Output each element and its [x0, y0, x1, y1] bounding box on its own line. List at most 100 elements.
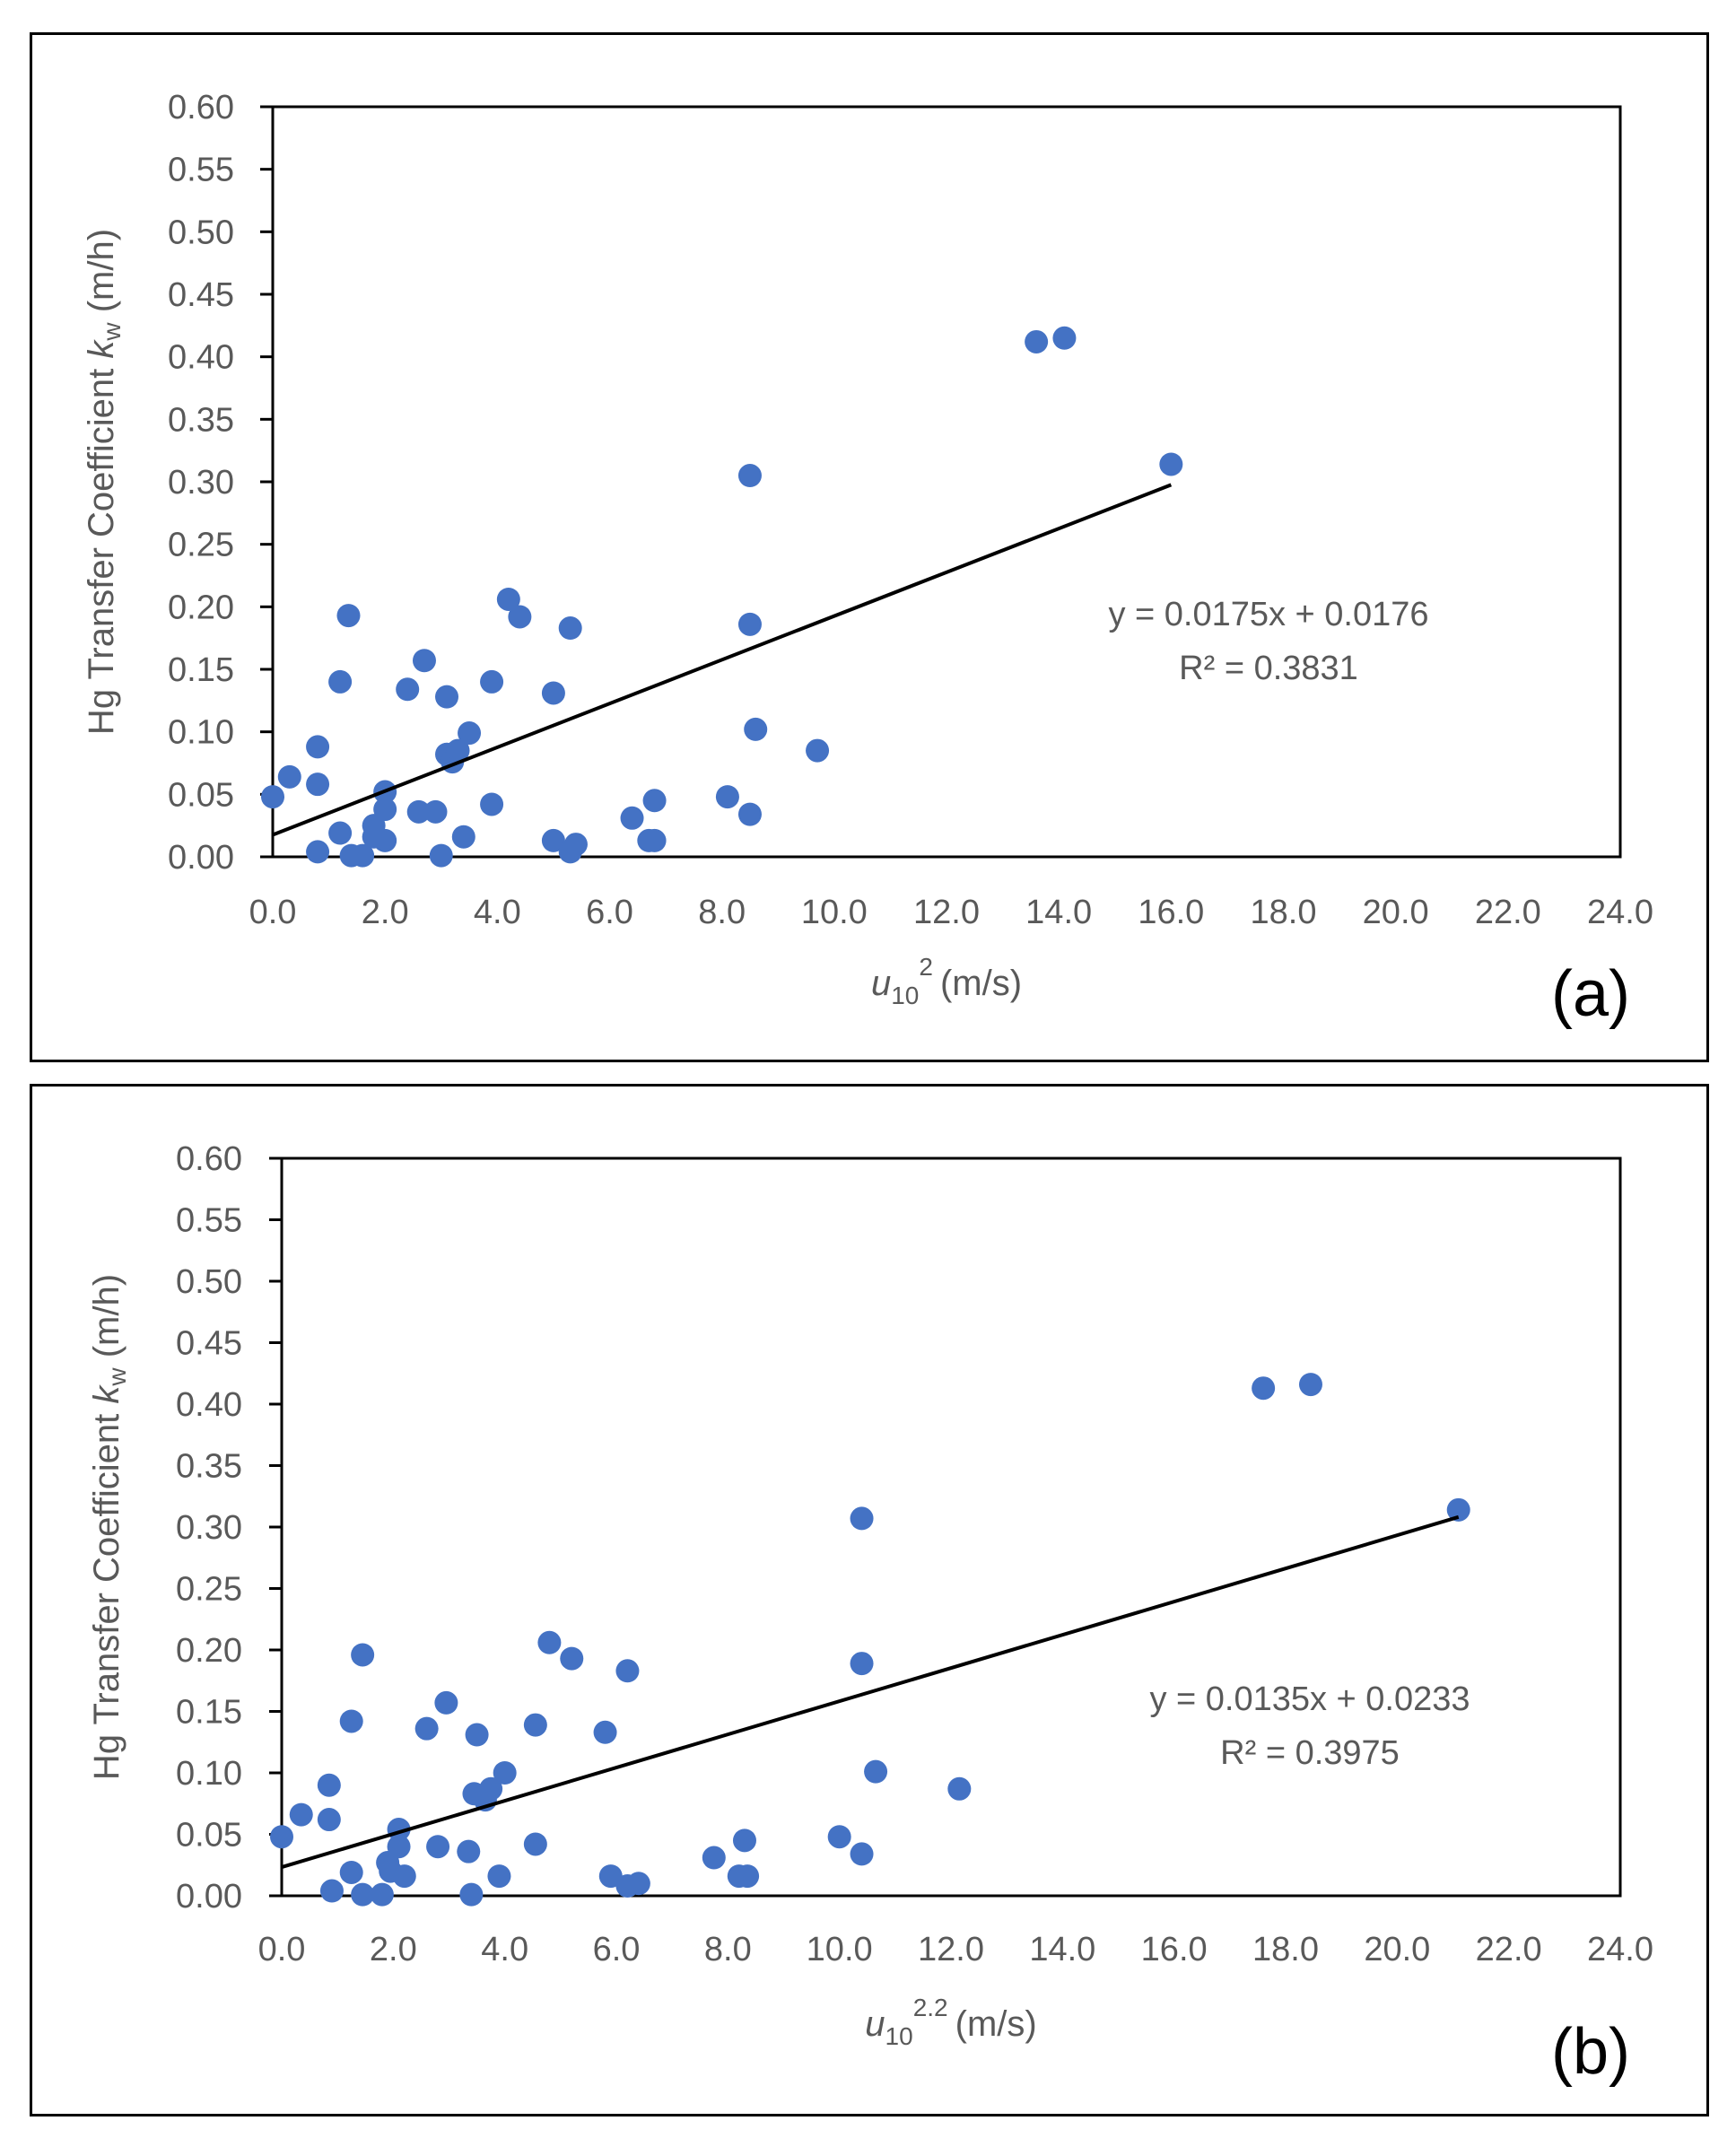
data-point: [306, 735, 330, 759]
y-tick-label: 0.50: [176, 1263, 242, 1301]
data-point: [277, 764, 301, 789]
x-tick-label: 16.0: [1141, 1931, 1208, 1968]
data-point: [465, 1723, 489, 1747]
x-axis-sup: 2: [919, 953, 933, 981]
data-point: [306, 840, 330, 864]
r-squared-label: R² = 0.3975: [1220, 1734, 1400, 1772]
data-point: [406, 799, 431, 824]
data-point: [328, 821, 353, 845]
data-point: [429, 843, 453, 868]
data-point: [451, 825, 475, 849]
x-tick-label: 8.0: [698, 894, 746, 931]
data-point: [480, 792, 504, 816]
y-axis-text: Hg Transfer Coefficient: [82, 359, 121, 735]
y-tick-label: 0.60: [168, 89, 234, 127]
data-point: [423, 799, 448, 824]
y-tick-label: 0.45: [176, 1325, 242, 1363]
y-axis-sub: w: [103, 1367, 131, 1387]
y-tick-label: 0.10: [168, 714, 234, 752]
x-tick-label: 20.0: [1364, 1931, 1430, 1968]
trendline-equation: y = 0.0175x + 0.0176: [1108, 596, 1428, 633]
x-tick-label: 0.0: [249, 894, 297, 931]
data-point: [736, 1864, 760, 1889]
y-tick-label: 0.20: [176, 1632, 242, 1670]
chart-panel-b: 0.00 0.05 0.10 0.15 0.20 0.25 0.30 0.35 0.40 0.45…: [30, 1084, 1709, 2116]
x-tick-label: 6.0: [586, 894, 633, 931]
y-tick-label: 0.15: [176, 1694, 242, 1732]
x-axis-unit: (m/s): [955, 2004, 1037, 2044]
data-point: [339, 1860, 363, 1884]
data-point: [459, 1882, 484, 1907]
data-point: [1025, 329, 1049, 353]
data-point: [523, 1832, 547, 1856]
data-point: [414, 1716, 439, 1741]
x-axis-sup: 2.2: [913, 1994, 948, 2021]
data-point: [1052, 326, 1077, 350]
x-tick-label: 22.0: [1476, 1931, 1542, 1968]
scatter-chart-b: 0.00 0.05 0.10 0.15 0.20 0.25 0.30 0.35 0.40 0.45…: [87, 1140, 1653, 2088]
data-point: [620, 806, 644, 830]
data-point: [493, 1761, 517, 1785]
x-tick-label: 2.0: [362, 894, 409, 931]
x-tick-label: 16.0: [1138, 894, 1204, 931]
y-tick-label: 0.50: [168, 214, 234, 251]
x-axis-title: u102 (m/s): [871, 953, 1022, 1009]
data-point: [487, 1864, 511, 1889]
y-axis-title: Hg Transfer Coefficient kw (m/h): [82, 229, 126, 735]
data-point: [523, 1713, 547, 1737]
panel-label: (a): [1551, 958, 1630, 1030]
data-point: [328, 669, 353, 694]
data-point: [947, 1776, 972, 1801]
y-tick-label: 0.05: [168, 776, 234, 814]
data-point: [1298, 1373, 1322, 1397]
data-point: [373, 798, 397, 822]
data-point: [558, 616, 582, 641]
data-point: [642, 789, 667, 813]
x-tick-label: 24.0: [1587, 894, 1653, 931]
data-point: [560, 1646, 584, 1671]
data-point: [806, 738, 830, 763]
data-point: [744, 717, 768, 741]
x-tick-label: 14.0: [1025, 894, 1092, 931]
data-point: [387, 1835, 411, 1859]
x-axis-sub: 10: [885, 2022, 913, 2050]
data-point: [458, 721, 482, 746]
data-point: [396, 677, 420, 702]
data-point: [737, 464, 762, 488]
x-tick-label: 14.0: [1029, 1931, 1095, 1968]
y-tick-label: 0.35: [168, 401, 234, 439]
data-point: [715, 785, 739, 809]
y-tick-label: 0.40: [176, 1386, 242, 1424]
plot-area-frame: [271, 105, 1622, 859]
y-axis-var: k: [82, 339, 121, 359]
x-axis-sub: 10: [891, 982, 919, 1009]
data-point: [336, 604, 361, 628]
x-tick-label: 4.0: [474, 894, 521, 931]
data-point: [508, 605, 532, 629]
data-point: [642, 828, 667, 852]
data-point: [457, 1839, 481, 1863]
x-tick-label: 18.0: [1251, 894, 1317, 931]
data-point: [850, 1842, 874, 1866]
trendline: [281, 1514, 1460, 1869]
y-tick-label: 0.55: [176, 1202, 242, 1240]
x-tick-label: 12.0: [918, 1931, 984, 1968]
x-tick-label: 8.0: [704, 1931, 752, 1968]
x-tick-label: 2.0: [370, 1931, 417, 1968]
data-point: [541, 681, 565, 705]
y-tick-label: 0.45: [168, 276, 234, 314]
x-axis-var: u: [865, 2004, 885, 2044]
data-point: [426, 1835, 450, 1859]
trendline-equation: y = 0.0135x + 0.0233: [1149, 1680, 1470, 1718]
data-point: [541, 828, 565, 852]
x-axis-title: u102.2 (m/s): [865, 1994, 1036, 2050]
data-point: [270, 1825, 293, 1849]
y-tick-label: 0.20: [168, 589, 234, 626]
y-axis-text: Hg Transfer Coefficient: [87, 1404, 126, 1780]
y-tick-label: 0.10: [176, 1755, 242, 1793]
data-point: [480, 669, 504, 694]
y-axis-unit: (m/h): [82, 229, 121, 322]
data-point: [370, 1882, 394, 1907]
data-point: [827, 1825, 851, 1849]
x-axis-var: u: [871, 964, 891, 1003]
